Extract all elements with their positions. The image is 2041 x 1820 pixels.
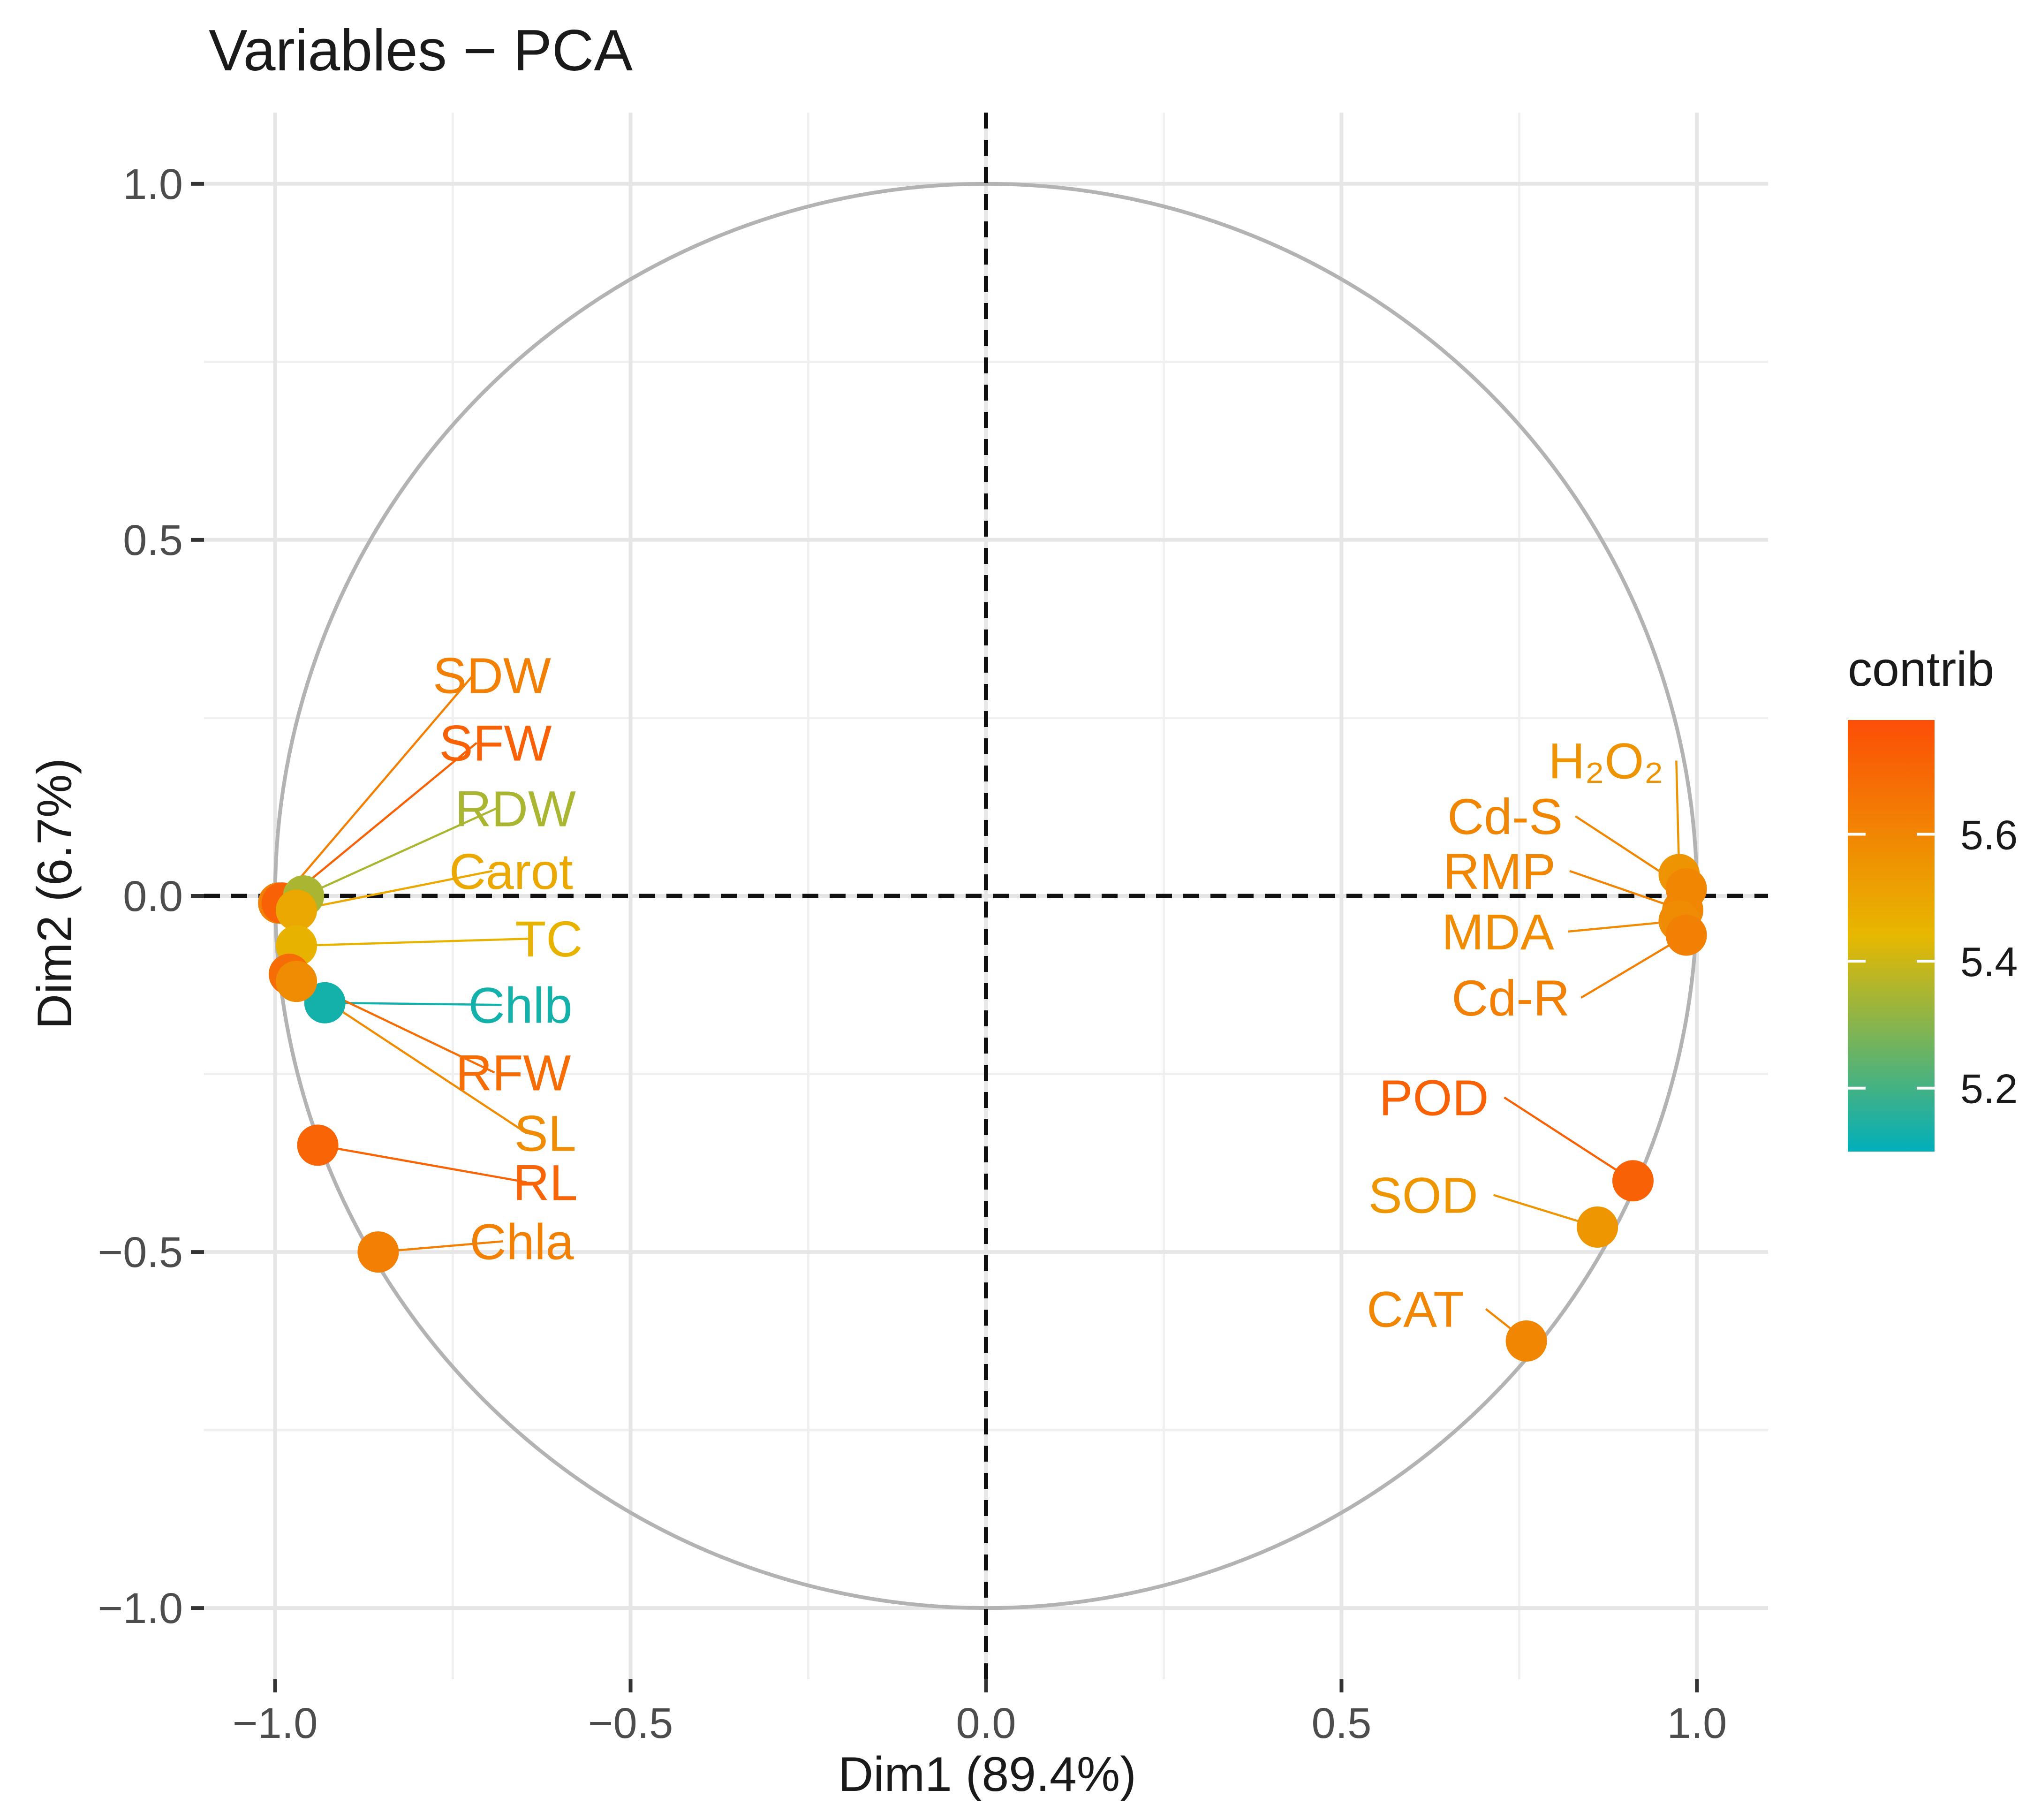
x-tick-label: 0.0	[956, 1699, 1016, 1747]
label-cd-r: Cd-R	[1451, 970, 1570, 1026]
label-sod: SOD	[1368, 1167, 1478, 1224]
label-cd-s: Cd-S	[1447, 788, 1563, 845]
x-tick-label: −1.0	[233, 1699, 318, 1747]
chart-title: Variables − PCA	[209, 18, 633, 83]
contrib-legend: contrib 5.2 5.4 5.6	[1848, 642, 2018, 1152]
label-chlb: Chlb	[469, 977, 573, 1033]
point-cd-r	[1665, 914, 1707, 956]
label-rmp: RMP	[1443, 843, 1556, 900]
label-rdw: RDW	[455, 780, 576, 837]
label-pod: POD	[1379, 1069, 1489, 1126]
point-carot	[276, 889, 317, 931]
point-sl	[276, 961, 317, 1002]
segment-tc	[296, 937, 530, 947]
point-pod	[1612, 1160, 1654, 1202]
label-rl: RL	[513, 1154, 578, 1211]
point-chla	[357, 1231, 399, 1273]
legend-ticks: 5.2 5.4 5.6	[1848, 812, 2018, 1112]
label-tc: TC	[515, 910, 582, 967]
y-tick-label: 0.0	[123, 872, 183, 920]
legend-tick-label: 5.2	[1960, 1066, 2018, 1112]
legend-tick-label: 5.6	[1960, 812, 2018, 858]
point-cat	[1505, 1320, 1547, 1362]
segment-rdw	[303, 807, 497, 897]
y-tick-label: −1.0	[98, 1585, 183, 1632]
label-sfw: SFW	[439, 715, 552, 772]
segment-rl	[317, 1144, 527, 1183]
segment-carot	[296, 870, 493, 911]
label-cat: CAT	[1367, 1281, 1464, 1338]
y-tick-label: −0.5	[98, 1228, 183, 1276]
legend-tick-label: 5.4	[1960, 939, 2018, 985]
point-chlb	[304, 982, 346, 1024]
label-h-o-: H₂O₂	[1548, 733, 1663, 789]
label-chla: Chla	[470, 1213, 575, 1270]
segment-chlb	[325, 1001, 502, 1006]
point-sod	[1577, 1206, 1618, 1248]
label-segments	[278, 674, 1687, 1342]
y-tick-label: 0.5	[123, 516, 183, 564]
legend-title: contrib	[1848, 642, 1994, 697]
label-mda: MDA	[1442, 903, 1554, 960]
segment-sdw	[278, 674, 474, 904]
x-tick-label: −0.5	[588, 1699, 673, 1747]
point-rl	[297, 1124, 339, 1166]
legend-color-bar	[1848, 720, 1935, 1152]
segment-sfw	[281, 742, 477, 904]
x-tick-label: 1.0	[1667, 1699, 1727, 1747]
segment-pod	[1504, 1096, 1634, 1182]
reference-lines	[204, 113, 1768, 1679]
x-axis-title: Dim1 (89.4%)	[838, 1747, 1136, 1802]
y-tick-label: 1.0	[123, 160, 183, 208]
y-axis-title: Dim2 (6.7%)	[28, 758, 82, 1029]
label-rfw: RFW	[455, 1045, 571, 1101]
label-carot: Carot	[449, 843, 573, 900]
variable-points	[258, 854, 1707, 1362]
label-sl: SL	[514, 1105, 576, 1162]
label-sdw: SDW	[433, 647, 551, 704]
x-tick-label: 0.5	[1312, 1699, 1372, 1747]
axis-ticks: −1.0 −0.5 0.0 0.5 1.0 −1.0 −0.5 0.0 0.5 1.0	[98, 160, 1727, 1747]
segment-chla	[378, 1240, 503, 1253]
